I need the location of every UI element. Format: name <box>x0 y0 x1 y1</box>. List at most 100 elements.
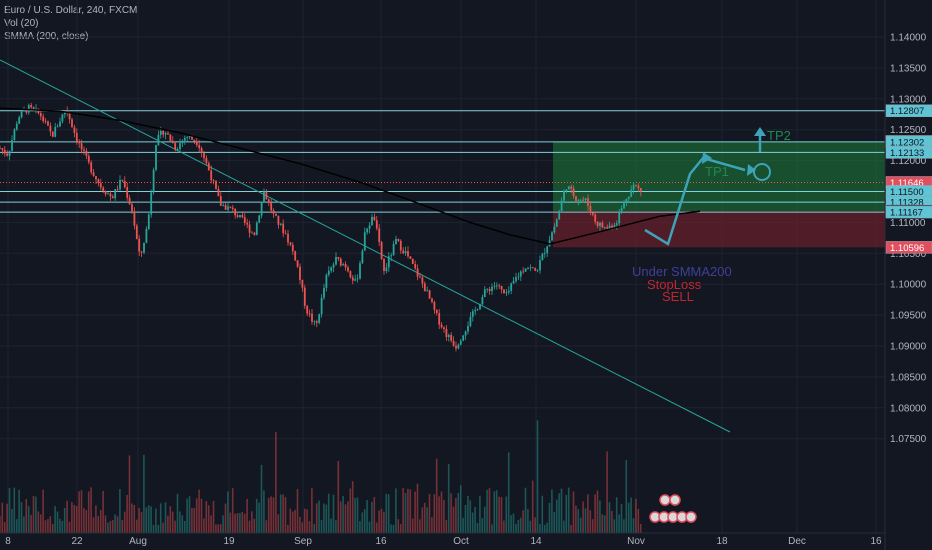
volume-bar <box>47 519 49 533</box>
y-tick-label: 1.09000 <box>890 342 927 353</box>
volume-bar <box>315 503 318 533</box>
volume-bar <box>555 499 558 533</box>
volume-bar <box>351 481 354 533</box>
volume-bar <box>419 519 421 533</box>
volume-bar <box>282 494 284 533</box>
candle-body <box>599 222 601 226</box>
stoploss-annotation: StopLoss <box>647 277 702 292</box>
volume-bar <box>296 489 299 533</box>
volume-bar <box>260 464 263 533</box>
candle-body <box>95 176 97 180</box>
volume-bar <box>155 508 157 533</box>
sell-annotation: SELL <box>662 289 694 304</box>
candle-body <box>200 148 203 153</box>
candle-body <box>438 313 441 325</box>
volume-bar <box>0 515 1 533</box>
volume-bar <box>428 493 431 533</box>
candle-body <box>582 199 585 201</box>
candle-body <box>0 148 1 150</box>
candle-body <box>392 243 395 256</box>
volume-bar <box>589 510 592 533</box>
candle-body <box>73 127 76 133</box>
candle-body <box>500 285 503 290</box>
price-labels: 1.128071.123101.123021.121331.116461.115… <box>885 104 932 254</box>
candle-body <box>215 180 217 189</box>
volume-bar <box>56 511 59 533</box>
candle-body <box>390 255 393 257</box>
candle-body <box>387 256 390 268</box>
volume-bar <box>587 494 589 533</box>
volume-bar <box>438 496 440 533</box>
candle-body <box>320 297 323 315</box>
volume-bar <box>229 512 232 533</box>
volume-bar <box>575 505 577 533</box>
candle-body <box>474 309 477 312</box>
candle-body <box>591 212 594 215</box>
volume-bar <box>1 502 4 533</box>
candle-body <box>337 257 340 259</box>
volume-bar <box>174 520 176 533</box>
volume-bar <box>224 503 227 533</box>
volume-bar <box>133 504 136 533</box>
volume-bar <box>83 508 85 533</box>
candle-body <box>176 149 179 151</box>
volume-bar <box>111 520 114 533</box>
candle-body <box>378 228 381 243</box>
volume-bar <box>536 420 539 533</box>
volume-bar <box>116 516 119 533</box>
price-axis[interactable]: 1.14000 1.13500 1.13000 1.12500 1.12000 1.115… <box>884 0 927 550</box>
x-tick-label: Aug <box>129 536 147 547</box>
volume-bar <box>527 509 529 533</box>
candle-body <box>85 150 88 156</box>
candle-body <box>49 125 52 132</box>
volume-bar <box>603 515 606 533</box>
candle-body <box>543 252 546 254</box>
volume-bar <box>99 509 102 533</box>
candle-body <box>241 214 244 218</box>
volume-bar <box>308 521 311 533</box>
volume-bar <box>143 454 145 533</box>
price-label-text: 1.11328 <box>890 198 924 209</box>
candle-body <box>203 152 205 159</box>
volume-bar <box>195 498 198 533</box>
volume-bar <box>25 499 28 533</box>
tp2-annotation: TP2 <box>767 128 791 143</box>
volume-bar <box>114 514 116 533</box>
candle-body <box>325 274 328 288</box>
candle-body <box>246 222 249 225</box>
candle-body <box>330 267 333 271</box>
candle-body <box>385 267 388 272</box>
volume-bar <box>577 509 580 533</box>
time-axis[interactable]: 8 22 Aug 19 Sep 16 Oct 14 Nov 18 Dec 16 <box>0 532 885 547</box>
volume-bar <box>92 517 95 533</box>
candle-body <box>606 227 609 229</box>
volume-bar <box>464 504 467 533</box>
projection-path <box>644 156 746 246</box>
volume-bar <box>205 501 208 533</box>
price-label-text: 1.12302 <box>890 137 924 148</box>
candle-body <box>284 233 287 235</box>
y-tick-label: 1.08500 <box>890 372 927 383</box>
symbol-title[interactable]: Euro / U.S. Dollar, 240, FXCM <box>4 5 138 16</box>
candle-body <box>359 263 361 279</box>
price-label-box <box>885 146 932 159</box>
candle-body <box>428 290 431 299</box>
candle-body <box>551 232 553 241</box>
candle-body <box>140 251 143 253</box>
candle-body <box>507 290 510 293</box>
volume-bar <box>414 491 416 533</box>
candle-body <box>517 276 520 278</box>
smma-line <box>0 107 701 245</box>
arrow-head <box>747 164 756 176</box>
x-tick-label: Dec <box>788 536 806 547</box>
candle-body <box>150 192 153 215</box>
candle-body <box>279 223 282 225</box>
x-tick-label: 22 <box>71 536 83 547</box>
candle-body <box>512 281 515 284</box>
volume-bar <box>162 522 164 533</box>
volume-indicator-label[interactable]: Vol (20) <box>4 18 39 29</box>
candle-body <box>579 199 582 201</box>
volume-bar <box>30 514 32 533</box>
candle-body <box>625 199 628 202</box>
